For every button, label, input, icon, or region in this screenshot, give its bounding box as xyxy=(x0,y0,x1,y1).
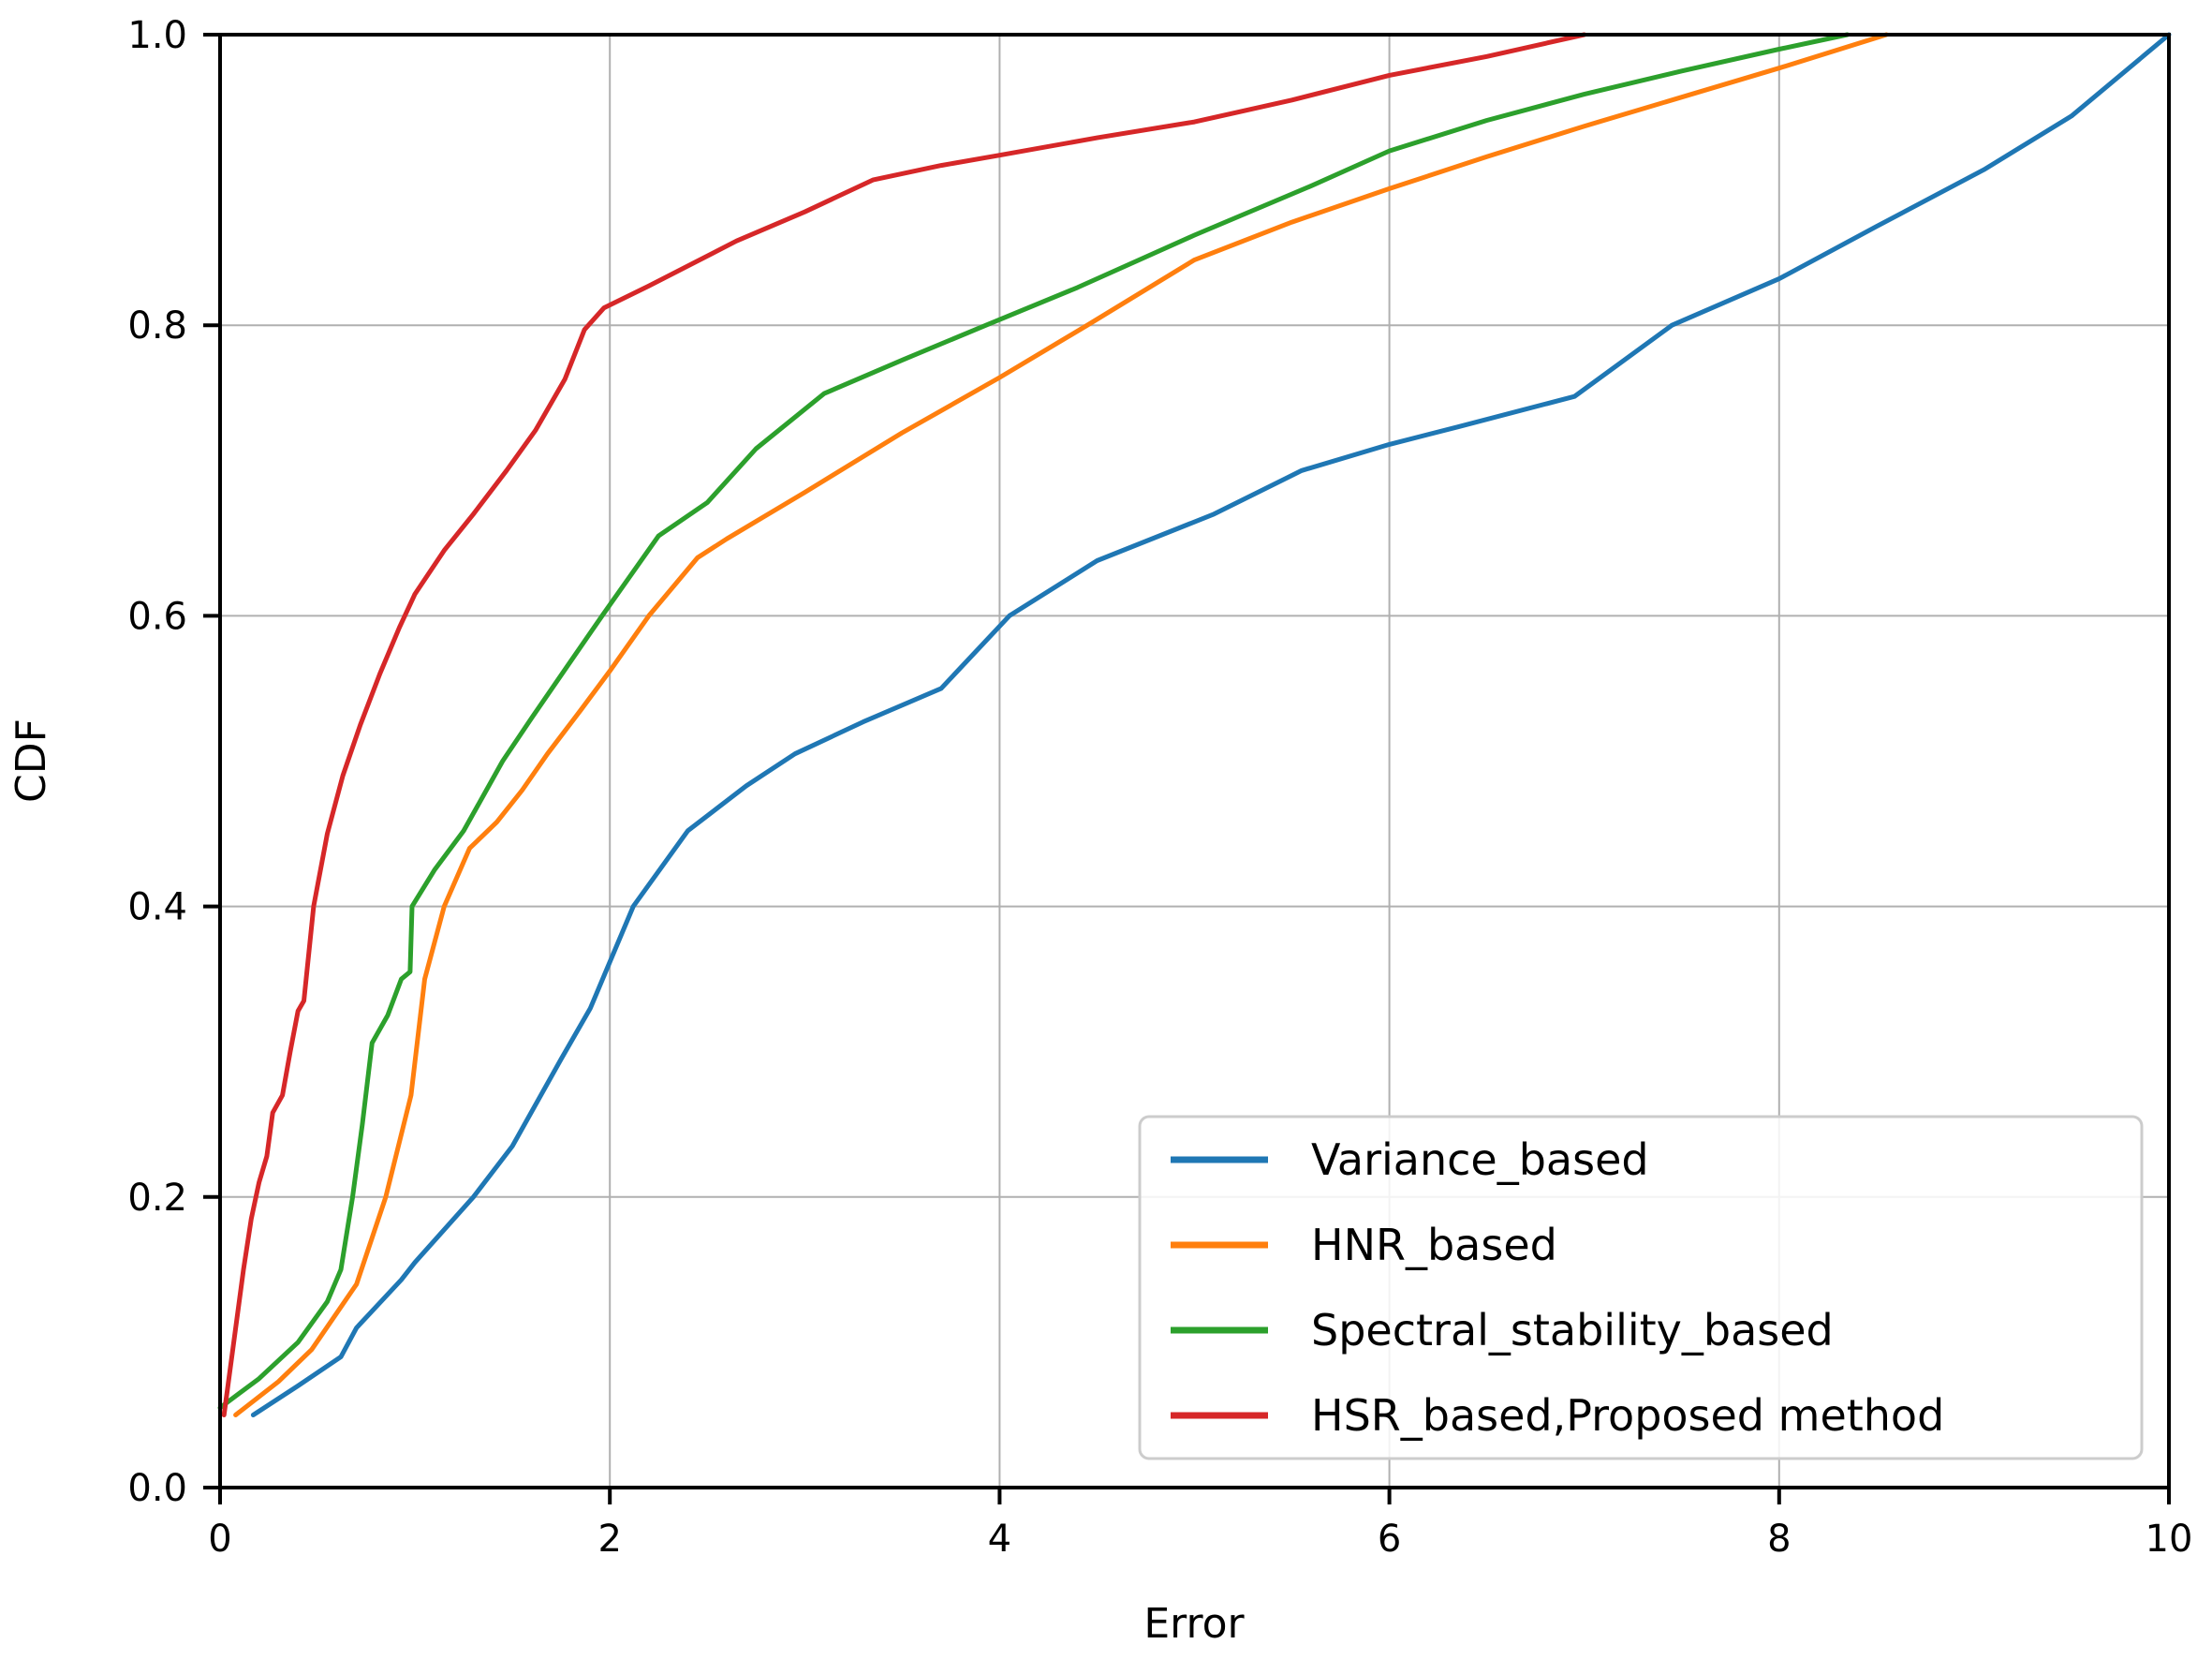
legend-entry-label: HNR_based xyxy=(1311,1220,1557,1270)
legend-entry-label: HSR_based,Proposed method xyxy=(1311,1390,1944,1441)
legend: Variance_based HNR_based Spectral_stabilit… xyxy=(1138,1115,2144,1460)
y-tick-label: 0.4 xyxy=(127,886,187,929)
y-tick-label: 0.6 xyxy=(127,595,187,638)
axis-tick-labels: 0 2 4 6 8 10 0.0 0.2 0.4 0.6 0.8 1.0 xyxy=(127,14,2192,1561)
curve-variance-based xyxy=(250,32,2172,1417)
cdf-curves xyxy=(217,32,2172,1417)
legend-box xyxy=(1138,1115,2144,1460)
x-tick-label: 8 xyxy=(1767,1518,1791,1561)
axes-spines xyxy=(218,33,2171,1489)
x-tick-label: 2 xyxy=(597,1518,621,1561)
x-tick-label: 4 xyxy=(988,1518,1011,1561)
curve-spectral-stability-based xyxy=(217,32,1851,1411)
y-tick-label: 0.2 xyxy=(127,1177,187,1220)
x-tick-label: 10 xyxy=(2146,1518,2193,1561)
curve-hnr-based xyxy=(233,32,1889,1417)
plot-border xyxy=(218,33,2171,1489)
x-tick-label: 6 xyxy=(1378,1518,1401,1561)
curve-hsr-based-proposed-method xyxy=(221,32,1587,1417)
y-tick-label: 0.8 xyxy=(127,304,187,348)
legend-entry-label: Variance_based xyxy=(1311,1134,1649,1185)
y-tick-label: 1.0 xyxy=(127,14,187,57)
y-tick-label: 0.0 xyxy=(127,1467,187,1510)
x-tick-label: 0 xyxy=(208,1518,231,1561)
legend-entry-label: Spectral_stability_based xyxy=(1311,1305,1834,1355)
x-axis-label: Error xyxy=(1143,1600,1245,1648)
axis-ticks xyxy=(203,33,2171,1504)
y-axis-label: CDF xyxy=(7,718,55,803)
